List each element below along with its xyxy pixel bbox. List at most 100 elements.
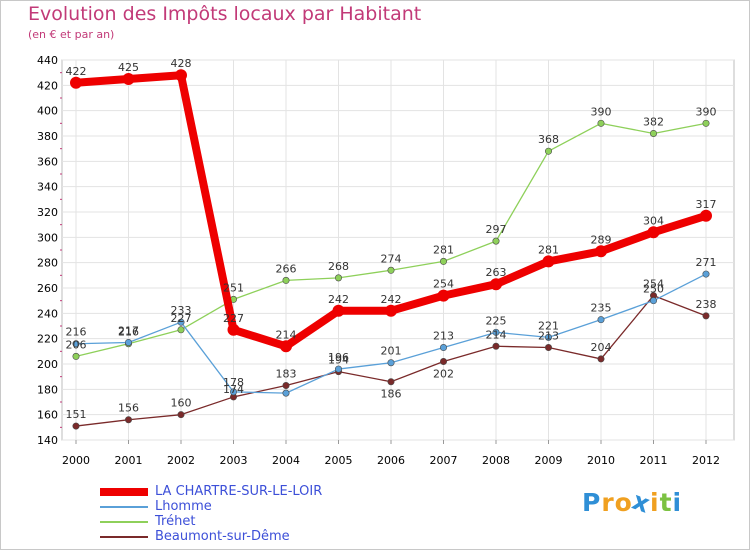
data-point [125, 416, 133, 424]
data-point [177, 411, 185, 419]
data-point [332, 304, 345, 317]
data-point [439, 357, 447, 365]
data-label: 201 [381, 345, 402, 358]
data-point [597, 355, 605, 363]
data-label: 242 [328, 293, 349, 306]
y-tick-label: 220 [37, 333, 58, 346]
data-label: 216 [118, 326, 139, 339]
y-tick-label: 180 [37, 383, 58, 396]
y-tick-label: 380 [37, 130, 58, 143]
x-tick-label: 2009 [535, 454, 563, 467]
data-label: 368 [538, 133, 559, 146]
data-label: 382 [643, 115, 664, 128]
data-label: 174 [223, 383, 244, 396]
x-tick-label: 2011 [640, 454, 668, 467]
data-point [702, 270, 710, 278]
data-label: 151 [66, 408, 87, 421]
data-label: 266 [276, 262, 297, 275]
data-label: 217 [118, 324, 139, 337]
data-point [334, 365, 342, 373]
data-point [702, 119, 710, 127]
x-tick-label: 2001 [115, 454, 143, 467]
data-label: 289 [591, 233, 612, 246]
data-point [175, 69, 187, 82]
y-tick-label: 420 [37, 79, 58, 92]
legend-label: Beaumont-sur-Dême [155, 529, 290, 544]
data-point [230, 388, 238, 396]
legend-label: Lhomme [155, 499, 212, 514]
data-point [542, 255, 555, 268]
data-label: 156 [118, 402, 139, 415]
data-label: 281 [433, 243, 454, 256]
y-tick-label: 140 [37, 434, 58, 447]
data-point [492, 328, 500, 336]
data-label: 242 [381, 293, 402, 306]
data-point [649, 129, 657, 137]
data-label: 227 [223, 312, 244, 325]
data-point [490, 278, 502, 291]
x-tick-label: 2000 [62, 454, 90, 467]
data-point [544, 333, 552, 341]
data-point [125, 338, 133, 346]
data-label: 160 [171, 397, 192, 410]
data-label: 213 [538, 330, 559, 343]
data-label: 216 [66, 326, 87, 339]
data-point [595, 245, 607, 258]
y-tick-label: 260 [37, 282, 58, 295]
data-point [282, 389, 290, 397]
series-layer [70, 69, 712, 430]
data-point [122, 73, 135, 85]
logo-letter: i [672, 488, 683, 517]
data-label: 422 [66, 65, 87, 78]
data-point [177, 326, 185, 334]
legend-item: Beaumont-sur-Dême [100, 529, 360, 544]
x-tick-label: 2006 [377, 454, 405, 467]
y-tick-label: 300 [37, 231, 58, 244]
data-point [492, 237, 500, 245]
data-point [597, 316, 605, 324]
data-label: 250 [643, 283, 664, 296]
plot-area [61, 59, 735, 441]
data-label: 428 [171, 57, 192, 70]
data-label: 227 [171, 312, 192, 325]
x-tick-label: 2002 [167, 454, 195, 467]
legend-item: LA CHARTRE-SUR-LE-LOIR [100, 484, 360, 499]
data-point [227, 323, 240, 336]
data-label: 425 [118, 61, 139, 74]
legend-swatch [100, 520, 148, 523]
data-point [544, 147, 552, 155]
data-label: 186 [381, 388, 402, 401]
data-point [700, 209, 712, 222]
y-tick-label: 360 [37, 155, 58, 168]
chart-subtitle: (en € et par an) [28, 28, 115, 41]
data-label: 281 [538, 243, 559, 256]
data-point [439, 257, 447, 265]
x-tick-label: 2012 [692, 454, 720, 467]
x-tick-label: 2004 [272, 454, 300, 467]
data-label: 214 [276, 328, 297, 341]
data-label: 214 [486, 328, 507, 341]
data-point [702, 312, 710, 320]
data-point [72, 340, 80, 348]
legend-swatch [100, 505, 148, 508]
data-label: 390 [591, 105, 612, 118]
data-point [177, 318, 185, 326]
data-label: 196 [328, 351, 349, 364]
legend-label: LA CHARTRE-SUR-LE-LOIR [155, 484, 323, 499]
data-point [70, 76, 82, 89]
data-point [282, 276, 290, 284]
data-label: 225 [486, 314, 507, 327]
data-label: 251 [223, 281, 244, 294]
grid-layer [62, 59, 734, 441]
data-label: 204 [591, 341, 612, 354]
y-tick-label: 200 [37, 358, 58, 371]
data-point [280, 340, 292, 353]
data-point [72, 352, 80, 360]
data-label: 233 [171, 304, 192, 317]
data-label: 271 [696, 256, 717, 269]
data-point [439, 344, 447, 352]
data-label: 268 [328, 260, 349, 273]
data-point [72, 422, 80, 430]
data-label: 213 [433, 330, 454, 343]
